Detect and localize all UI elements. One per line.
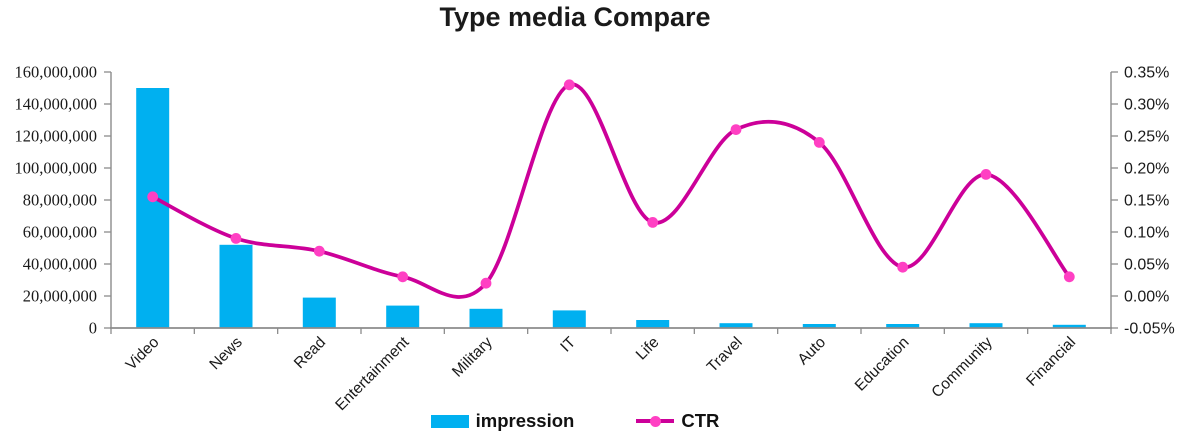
- impression-legend-swatch: [430, 414, 469, 428]
- x-axis-category-label: Video: [123, 334, 163, 374]
- impression-bar: [386, 305, 420, 328]
- impression-bar: [802, 324, 836, 328]
- left-axis-tick-label: 0: [89, 319, 97, 338]
- left-axis-tick-label: 20,000,000: [23, 287, 97, 306]
- impression-bar: [469, 308, 503, 328]
- right-axis-tick-label: 0.10%: [1124, 225, 1169, 242]
- left-axis-tick-label: 80,000,000: [23, 191, 97, 210]
- x-axis-category-label: Travel: [704, 334, 746, 376]
- ctr-marker: [563, 79, 575, 91]
- right-axis-tick-label: 0.20%: [1124, 161, 1169, 178]
- ctr-marker: [980, 169, 992, 180]
- x-axis-category-label: Financial: [1023, 334, 1079, 390]
- ctr-marker: [397, 271, 409, 283]
- impression-bar: [1052, 324, 1086, 328]
- ctr-legend-line-icon: [636, 415, 675, 427]
- ctr-markers: [147, 79, 1075, 289]
- x-axis-category-label: News: [206, 334, 246, 374]
- ctr-marker: [480, 277, 492, 289]
- ctr-marker: [1063, 271, 1075, 283]
- impression-bar: [136, 88, 170, 328]
- ctr-marker: [813, 137, 825, 148]
- left-axis-tick-label: 100,000,000: [15, 159, 98, 178]
- left-axis-tick-label: 40,000,000: [23, 255, 97, 274]
- legend-impression-label: impression: [475, 410, 575, 431]
- legend: impression CTR: [0, 406, 1150, 436]
- ctr-marker: [313, 245, 325, 257]
- right-axis-tick-label: 0.35%: [1124, 65, 1169, 82]
- ctr-marker: [897, 261, 909, 273]
- right-axis-tick-label: 0.05%: [1124, 257, 1169, 274]
- impression-bar: [719, 323, 753, 328]
- right-axis-tick-label: -0.05%: [1124, 321, 1175, 338]
- legend-ctr-label: CTR: [681, 410, 720, 431]
- ctr-marker: [730, 124, 742, 135]
- ctr-marker: [230, 233, 242, 244]
- impression-bar: [219, 244, 253, 328]
- impression-bars: [136, 88, 1086, 328]
- x-axis-category-label: Life: [633, 334, 663, 364]
- ctr-marker: [147, 191, 159, 203]
- x-axis-category-label: IT: [557, 333, 579, 355]
- right-axis-tick-label: 0.00%: [1124, 289, 1169, 306]
- left-axis-tick-label: 120,000,000: [15, 127, 98, 146]
- impression-bar: [552, 310, 586, 328]
- impression-bar: [302, 297, 336, 328]
- axes: [104, 71, 1118, 334]
- x-axis-category-label: Community: [928, 334, 996, 402]
- ctr-legend-marker-icon: [649, 415, 661, 427]
- left-axis-tick-label: 60,000,000: [23, 223, 97, 242]
- x-axis-category-label: Auto: [795, 334, 830, 369]
- x-axis-category-label: Military: [449, 334, 496, 381]
- ctr-line: [150, 82, 1072, 299]
- x-axis-category-label: Read: [291, 334, 329, 372]
- impression-bar: [886, 324, 920, 328]
- right-axis-tick-label: 0.15%: [1124, 193, 1169, 210]
- right-axis-tick-label: 0.30%: [1124, 97, 1169, 114]
- x-axis-category-label: Entertainment: [332, 333, 413, 414]
- x-axis-category-label: Education: [852, 334, 913, 395]
- impression-bar: [636, 320, 670, 328]
- left-axis-tick-label: 160,000,000: [15, 63, 98, 82]
- chart-title: Type media Compare: [439, 2, 711, 32]
- right-axis-tick-label: 0.25%: [1124, 129, 1169, 146]
- left-axis-tick-label: 140,000,000: [15, 95, 98, 114]
- ctr-marker: [647, 217, 659, 228]
- impression-bar: [969, 323, 1003, 328]
